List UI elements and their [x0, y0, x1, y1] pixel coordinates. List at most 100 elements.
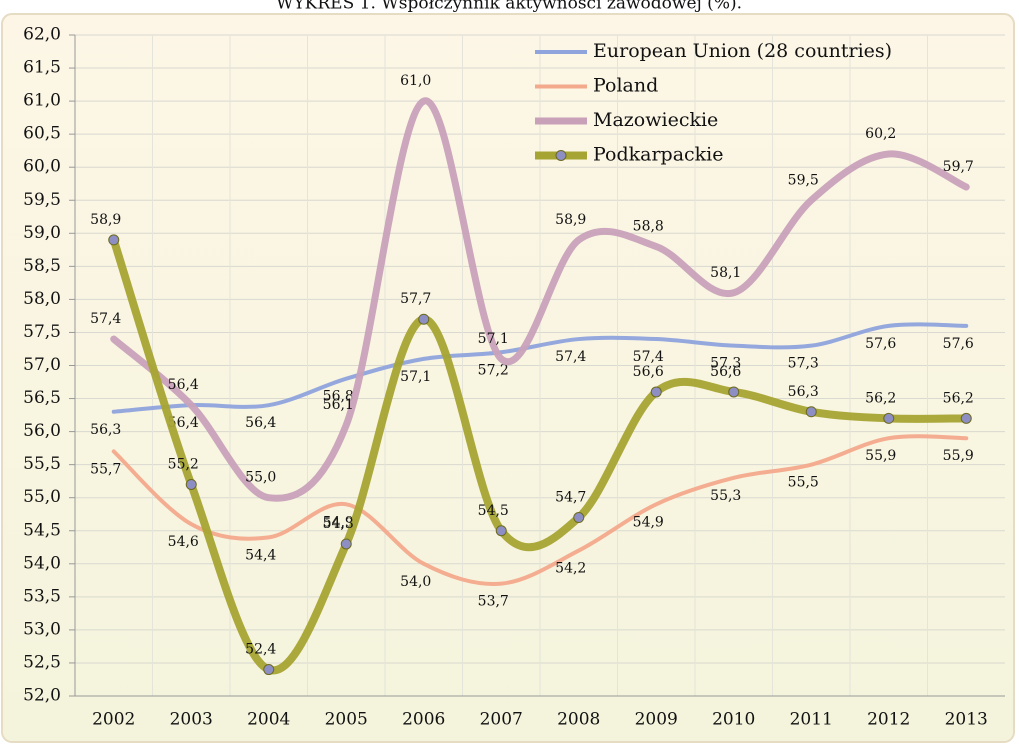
legend-label: Mazowieckie	[593, 109, 718, 131]
y-tick-label: 53,0	[23, 619, 61, 639]
data-label: 56,6	[710, 364, 741, 380]
x-tick-label: 2007	[480, 710, 523, 730]
y-tick-label: 54,5	[23, 520, 61, 540]
data-label: 57,4	[633, 349, 664, 365]
x-tick-label: 2003	[170, 710, 213, 730]
data-label: 57,6	[865, 336, 896, 352]
y-tick-label: 61,0	[23, 91, 61, 111]
y-tick-label: 52,0	[23, 686, 61, 706]
data-label: 56,2	[943, 390, 974, 406]
data-label: 55,2	[168, 456, 199, 472]
marker	[650, 386, 662, 398]
y-tick-label: 59,0	[23, 223, 61, 243]
y-tick-label: 61,5	[23, 58, 61, 78]
data-label: 57,2	[478, 362, 509, 378]
series-line	[111, 322, 969, 414]
y-tick-label: 60,5	[23, 124, 61, 144]
marker	[108, 234, 120, 246]
data-label: 60,2	[865, 126, 896, 142]
data-label: 54,3	[323, 516, 354, 532]
data-label: 56,3	[90, 422, 121, 438]
x-tick-label: 2013	[945, 710, 988, 730]
data-label: 57,3	[710, 356, 741, 372]
data-label: 54,9	[633, 514, 664, 530]
x-tick-label: 2005	[325, 710, 368, 730]
data-label: 58,9	[555, 212, 586, 228]
data-label: 56,6	[633, 364, 664, 380]
x-tick-label: 2008	[557, 710, 600, 730]
x-tick-label: 2002	[92, 710, 135, 730]
chart-background	[1, 13, 1015, 743]
data-label: 57,1	[478, 331, 509, 347]
legend-label: European Union (28 countries)	[593, 40, 892, 62]
marker	[805, 406, 817, 418]
data-label: 54,6	[168, 534, 199, 550]
y-tick-label: 55,5	[23, 454, 61, 474]
data-label: 57,3	[788, 356, 819, 372]
x-tick-label: 2006	[402, 710, 445, 730]
y-tick-label: 52,5	[23, 652, 61, 672]
y-tick-label: 57,0	[23, 355, 61, 375]
legend-label: Poland	[593, 75, 658, 97]
y-tick-label: 58,5	[23, 256, 61, 276]
data-label: 56,3	[788, 384, 819, 400]
marker	[495, 525, 507, 537]
data-label: 55,7	[90, 461, 121, 477]
marker	[263, 664, 275, 676]
marker	[418, 313, 430, 325]
data-label: 56,8	[323, 389, 354, 405]
data-label: 61,0	[400, 73, 431, 89]
y-tick-label: 56,0	[23, 421, 61, 441]
data-label: 57,4	[555, 349, 586, 365]
series-line	[111, 434, 969, 586]
data-label: 58,1	[710, 265, 741, 281]
data-label: 55,0	[245, 470, 276, 486]
data-label: 59,7	[943, 159, 974, 175]
marker	[960, 412, 972, 424]
data-label: 57,1	[400, 369, 431, 385]
chart-title: WYKRES 1. Współczynnik aktywności zawodo…	[276, 0, 742, 14]
data-label: 58,8	[633, 219, 664, 235]
x-tick-label: 2009	[635, 710, 678, 730]
y-tick-label: 60,0	[23, 157, 61, 177]
y-tick-label: 54,0	[23, 553, 61, 573]
data-label: 54,0	[400, 574, 431, 590]
data-label: 57,7	[400, 291, 431, 307]
data-label: 53,7	[478, 594, 509, 610]
data-label: 54,4	[245, 547, 276, 563]
legend-marker	[555, 150, 567, 161]
x-tick-label: 2011	[790, 710, 833, 730]
y-tick-label: 58,0	[23, 289, 61, 309]
data-label: 58,9	[90, 212, 121, 228]
data-label: 54,2	[555, 561, 586, 577]
y-tick-label: 59,5	[23, 190, 61, 210]
y-tick-label: 62,0	[23, 25, 61, 45]
marker	[573, 512, 585, 524]
data-label: 55,5	[788, 475, 819, 491]
x-tick-label: 2012	[867, 710, 910, 730]
x-tick-label: 2004	[247, 710, 290, 730]
data-label: 55,3	[710, 488, 741, 504]
data-label: 52,4	[245, 642, 276, 658]
y-tick-label: 53,5	[23, 586, 61, 606]
data-label: 57,4	[90, 311, 121, 327]
y-tick-label: 56,5	[23, 388, 61, 408]
data-label: 56,4	[245, 415, 276, 431]
y-tick-label: 57,5	[23, 322, 61, 342]
data-label: 54,7	[555, 490, 586, 506]
data-label: 57,6	[943, 336, 974, 352]
marker	[185, 478, 197, 490]
data-label: 54,9	[323, 514, 354, 530]
marker	[728, 386, 740, 398]
marker	[883, 412, 895, 424]
series-line	[109, 235, 971, 675]
data-label: 56,1	[323, 397, 354, 413]
legend-label: Podkarpackie	[593, 144, 724, 166]
data-label: 54,5	[478, 503, 509, 519]
data-label: 56,2	[865, 390, 896, 406]
series-line	[110, 97, 970, 502]
data-label: 55,9	[943, 448, 974, 464]
x-tick-label: 2010	[712, 710, 755, 730]
data-label: 59,5	[788, 172, 819, 188]
